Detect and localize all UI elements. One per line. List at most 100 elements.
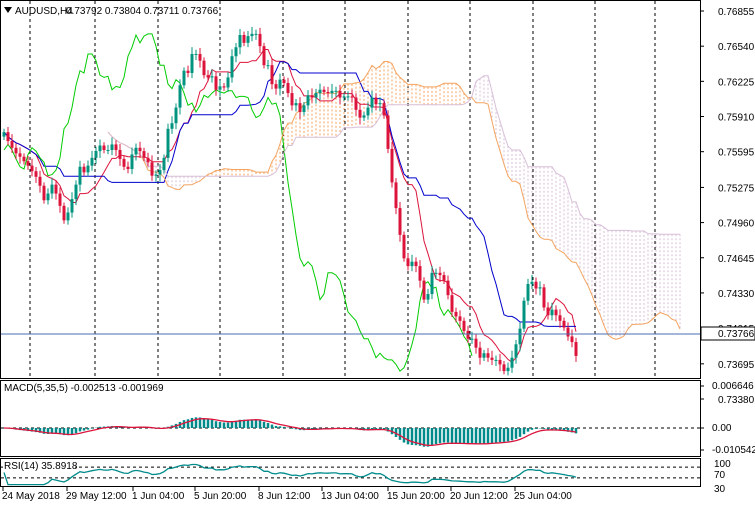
candle-body (450, 295, 454, 312)
candle-body (454, 311, 458, 317)
candle-body (402, 234, 406, 259)
candle-body (270, 65, 274, 85)
candle-body (290, 93, 294, 106)
price-label: 0.76855 (718, 7, 755, 18)
candle-body (286, 83, 290, 94)
candle-body (198, 53, 202, 61)
current-price-label: 0.73766 (718, 329, 755, 340)
candle-body (126, 166, 130, 169)
candle-body (466, 330, 470, 339)
rsi-panel[interactable] (0, 458, 701, 487)
candle-body (370, 97, 374, 108)
candle-body (410, 261, 414, 267)
candle-body (470, 338, 474, 340)
candle-body (90, 157, 94, 166)
rsi-indicator (1, 463, 700, 486)
header: AUDUSD,H4 0.73792 0.73804 0.73711 0.7376… (4, 6, 219, 17)
price-label: 0.76225 (718, 77, 755, 88)
time-label: 15 Jun 20:00 (387, 491, 445, 502)
candle-body (570, 336, 574, 343)
candle-body (266, 65, 270, 67)
candle-body (422, 280, 426, 300)
candle-body (214, 76, 218, 90)
candle-body (530, 281, 534, 284)
candle-body (70, 199, 74, 213)
candle-body (210, 76, 214, 78)
candle-body (490, 357, 494, 360)
candle-body (502, 364, 506, 372)
candle-body (222, 86, 226, 88)
candle-body (378, 103, 382, 105)
candle-body (258, 33, 262, 47)
candle-body (346, 96, 350, 98)
candle-body (130, 154, 134, 169)
macd-title: MACD(5,35,5) -0.002513 -0.001969 (4, 383, 164, 394)
candle-body (122, 158, 126, 167)
macd-indicator (1, 417, 700, 447)
price-panel[interactable] (0, 0, 701, 379)
candle-body (114, 144, 118, 151)
candle-body (34, 171, 38, 177)
tenkan-sen-line (3, 49, 577, 363)
candle-body (78, 166, 82, 185)
time-label: 5 Jun 20:00 (194, 491, 247, 502)
candle-body (262, 46, 266, 66)
candle-body (562, 320, 566, 328)
candle-body (442, 275, 446, 281)
candle-body (134, 147, 138, 155)
senkou-span-b-line (107, 75, 680, 235)
candle-body (338, 90, 342, 98)
price-label: 0.73380 (718, 395, 755, 406)
macd-signal-line (3, 418, 577, 447)
candle-body (474, 338, 478, 348)
candle-body (294, 103, 298, 106)
rsi-scale-100: 100 (714, 459, 731, 470)
candle-body (526, 283, 530, 301)
candle-body (50, 184, 54, 194)
macd-scale-bottom: -0.010542 (712, 445, 755, 456)
candle-body (298, 103, 302, 113)
candle-body (118, 150, 122, 159)
candle-body (542, 287, 546, 308)
candle-body (190, 53, 194, 73)
candle-body (566, 327, 570, 337)
candle-body (58, 193, 62, 206)
candle-body (554, 309, 558, 316)
candle-body (318, 89, 322, 94)
candle-body (282, 79, 286, 84)
candle-body (62, 205, 66, 221)
price-label: 0.74330 (718, 289, 755, 300)
candle-body (106, 150, 110, 152)
candle-body (522, 300, 526, 329)
candle-body (394, 182, 398, 209)
candle-body (546, 307, 550, 316)
price-label: 0.76540 (718, 42, 755, 53)
candle-body (354, 97, 358, 110)
symbol-text: AUDUSD,H4 (15, 6, 73, 17)
time-label: 24 May 2018 (2, 491, 60, 502)
ohlc-text: 0.73792 0.73804 0.73711 0.73766 (66, 6, 219, 17)
macd-scale-top: 0.006646 (712, 381, 754, 392)
candle-body (310, 95, 314, 98)
rsi-scale-70: 70 (714, 470, 726, 481)
candle-body (350, 96, 354, 98)
price-scale[interactable]: 0.76855 0.76540 0.76225 0.75910 0.75595 0.752… (700, 7, 755, 406)
triangle-down-icon[interactable] (4, 7, 12, 13)
candle-body (534, 281, 538, 289)
candle-body (390, 148, 394, 183)
candle-body (478, 347, 482, 358)
time-axis[interactable]: 24 May 2018 29 May 12:00 1 Jun 04:00 5 Jun … (2, 487, 572, 502)
candle-body (14, 147, 18, 154)
candle-body (518, 328, 522, 345)
candle-body (326, 91, 330, 94)
candle-body (230, 56, 234, 78)
candle-body (154, 174, 158, 176)
candle-body (426, 294, 430, 300)
candle-body (54, 184, 58, 194)
candle-body (274, 84, 278, 89)
candle-body (202, 60, 206, 76)
candle-body (170, 123, 174, 129)
candle-body (430, 272, 434, 295)
candle-body (238, 35, 242, 48)
